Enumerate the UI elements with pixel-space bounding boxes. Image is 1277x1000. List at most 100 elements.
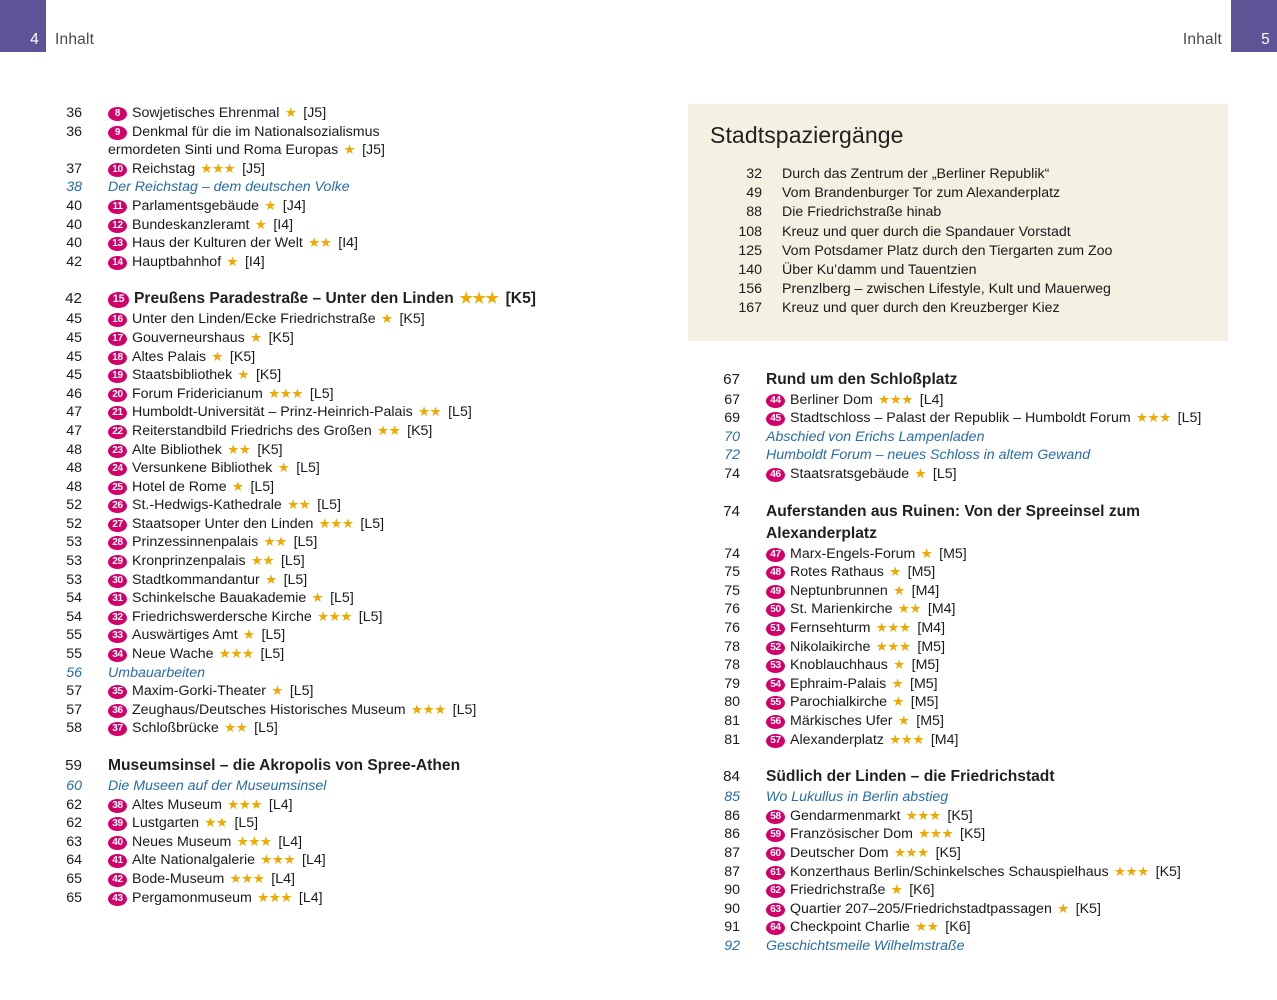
walk-title: Kreuz und quer durch die Spandauer Vorst… (782, 223, 1071, 240)
toc-entry-row[interactable]: 79 54 Ephraim-Palais ★ [M5] (688, 675, 1248, 694)
toc-entry-row[interactable]: 54 31 Schinkelsche Bauakademie ★ [L5] (30, 589, 630, 608)
toc-entry-text: 48 Rotes Rathaus ★ [M5] (740, 563, 1248, 582)
toc-entry-row[interactable]: 53 29 Kronprinzenpalais ★★ [L5] (30, 552, 630, 571)
toc-entry-title: Kronprinzenpalais (132, 553, 246, 570)
toc-entry-text: 20 Forum Fridericianum ★★★ [L5] (82, 385, 630, 404)
toc-entry-row[interactable]: 53 30 Stadtkommandantur ★ [L5] (30, 571, 630, 590)
toc-article-row[interactable]: 72 Humboldt Forum – neues Schloss in alte… (688, 446, 1248, 465)
map-grid-reference: [K5] (252, 367, 282, 384)
toc-entry-row[interactable]: 45 17 Gouverneurshaus ★ [K5] (30, 329, 630, 348)
toc-section-row[interactable]: 42 15 Preußens Paradestraße – Unter den Li… (30, 288, 630, 310)
toc-entry-row[interactable]: 86 58 Gendarmenmarkt ★★★ [K5] (688, 807, 1248, 826)
toc-entry-row[interactable]: 62 39 Lustgarten ★★ [L5] (30, 814, 630, 833)
walk-title: Kreuz und quer durch den Kreuzberger Kie… (782, 300, 1060, 317)
toc-entry-row[interactable]: 57 36 Zeughaus/Deutsches Historisches Muse… (30, 701, 630, 720)
toc-entry-row[interactable]: 69 45 Stadtschloss – Palast der Republik –… (688, 409, 1248, 428)
toc-entry-text: 52 Nikolaikirche ★★★ [M5] (740, 638, 1248, 657)
walk-page-number: 125 (738, 242, 762, 259)
toc-article-row[interactable]: 70 Abschied von Erichs Lampenladen (688, 428, 1248, 447)
toc-entry-row[interactable]: 52 27 Staatsoper Unter den Linden ★★★ [L5] (30, 515, 630, 534)
toc-page-number: 87 (724, 863, 740, 880)
toc-entry-row[interactable]: 86 59 Französischer Dom ★★★ [K5] (688, 825, 1248, 844)
toc-entry-row[interactable]: 87 61 Konzerthaus Berlin/Schinkelsches Sch… (688, 863, 1248, 882)
toc-entry-row[interactable]: 40 13 Haus der Kulturen der Welt ★★ [I4] (30, 234, 630, 253)
toc-entry-row[interactable]: 75 49 Neptunbrunnen ★ [M4] (688, 582, 1248, 601)
sight-number-badge: 63 (766, 902, 785, 917)
toc-entry-row[interactable]: 40 12 Bundeskanzleramt ★ [I4] (30, 216, 630, 235)
map-grid-reference: [J5] (299, 105, 327, 121)
toc-entry-row[interactable]: 54 32 Friedrichswerdersche Kirche ★★★ [L5] (30, 608, 630, 627)
toc-entry-row[interactable]: 58 37 Schloßbrücke ★★ [L5] (30, 719, 630, 738)
toc-article-row[interactable]: 85 Wo Lukullus in Berlin abstieg (688, 788, 1248, 807)
walk-row[interactable]: 88 Die Friedrichstraße hinab (688, 203, 1228, 222)
toc-entry-row[interactable]: 75 48 Rotes Rathaus ★ [M5] (688, 563, 1248, 582)
toc-entry-row[interactable]: 45 18 Altes Palais ★ [K5] (30, 348, 630, 367)
rating-stars-icon: ★★ (911, 919, 939, 935)
toc-entry-row[interactable]: 36 8 Sowjetisches Ehrenmal ★ [J5] (30, 104, 630, 123)
toc-entry-row[interactable]: 76 50 St. Marienkirche ★★ [M4] (688, 600, 1248, 619)
toc-entry-row[interactable]: 45 19 Staatsbibliothek ★ [K5] (30, 366, 630, 385)
toc-entry-text: 35 Maxim-Gorki-Theater ★ [L5] (82, 682, 630, 701)
walk-row[interactable]: 32 Durch das Zentrum der „Berliner Republ… (688, 165, 1228, 184)
toc-entry-row[interactable]: 74 47 Marx-Engels-Forum ★ [M5] (688, 545, 1248, 564)
toc-entry-row[interactable]: 90 62 Friedrichstraße ★ [K6] (688, 881, 1248, 900)
toc-entry-row[interactable]: 46 20 Forum Fridericianum ★★★ [L5] (30, 385, 630, 404)
toc-entry-row[interactable]: 74 46 Staatsratsgebäude ★ [L5] (688, 465, 1248, 484)
toc-entry-row[interactable]: 78 52 Nikolaikirche ★★★ [M5] (688, 638, 1248, 657)
toc-page-number: 42 (65, 290, 82, 308)
toc-section-row[interactable]: 59 Museumsinsel – die Akropolis von Spree… (30, 755, 630, 777)
toc-entry-row[interactable]: 47 22 Reiterstandbild Friedrichs des Große… (30, 422, 630, 441)
walk-row[interactable]: 49 Vom Brandenburger Tor zum Alexanderpla… (688, 184, 1228, 203)
toc-article-row[interactable]: 92 Geschichtsmeile Wilhelmstraße (688, 937, 1248, 956)
toc-article-row[interactable]: 56 Umbauarbeiten (30, 664, 630, 683)
toc-section-row[interactable]: 84 Südlich der Linden – die Friedrichstad… (688, 766, 1248, 788)
toc-section-row[interactable]: 74 Auferstanden aus Ruinen: Von der Spree… (688, 501, 1248, 545)
toc-entry-row[interactable]: 81 56 Märkisches Ufer ★ [M5] (688, 712, 1248, 731)
toc-entry-row[interactable]: 81 57 Alexanderplatz ★★★ [M4] (688, 731, 1248, 750)
toc-entry-row[interactable]: 47 21 Humboldt-Universität – Prinz-Heinric… (30, 403, 630, 422)
sight-number-badge: 37 (108, 722, 127, 737)
toc-entry-row[interactable]: 80 55 Parochialkirche ★ [M5] (688, 693, 1248, 712)
map-grid-reference: [L4] (298, 852, 326, 869)
walk-row[interactable]: 167 Kreuz und quer durch den Kreuzberger … (688, 299, 1228, 318)
toc-entry-row[interactable]: 48 24 Versunkene Bibliothek ★ [L5] (30, 459, 630, 478)
toc-entry-row[interactable]: 65 43 Pergamonmuseum ★★★ [L4] (30, 889, 630, 908)
toc-entry-row[interactable]: 65 42 Bode-Museum ★★★ [L4] (30, 870, 630, 889)
toc-entry-row[interactable]: 53 28 Prinzessinnenpalais ★★ [L5] (30, 533, 630, 552)
walk-page-number: 49 (746, 185, 762, 202)
toc-entry-row[interactable]: 78 53 Knoblauchhaus ★ [M5] (688, 656, 1248, 675)
toc-entry-row[interactable]: 52 26 St.-Hedwigs-Kathedrale ★★ [L5] (30, 496, 630, 515)
toc-entry-row[interactable]: 42 14 Hauptbahnhof ★ [I4] (30, 253, 630, 272)
rating-stars-icon: ★ (308, 590, 324, 606)
walk-row[interactable]: 125 Vom Potsdamer Platz durch den Tiergar… (688, 242, 1228, 261)
toc-entry-row[interactable]: 37 10 Reichstag ★★★ [J5] (30, 160, 630, 179)
toc-entry-row[interactable]: 63 40 Neues Museum ★★★ [L4] (30, 833, 630, 852)
walk-row[interactable]: 108 Kreuz und quer durch die Spandauer Vo… (688, 223, 1228, 242)
toc-entry-row[interactable]: 91 64 Checkpoint Charlie ★★ [K6] (688, 918, 1248, 937)
toc-entry-row[interactable]: 67 44 Berliner Dom ★★★ [L4] (688, 391, 1248, 410)
toc-page-number: 36 (66, 123, 82, 140)
toc-entry-text: 50 St. Marienkirche ★★ [M4] (740, 600, 1248, 619)
page-number-left: 4 (30, 30, 39, 48)
toc-entry-row[interactable]: 76 51 Fernsehturm ★★★ [M4] (688, 619, 1248, 638)
toc-entry-row[interactable]: 55 34 Neue Wache ★★★ [L5] (30, 645, 630, 664)
toc-entry-title: Wo Lukullus in Berlin abstieg (766, 789, 949, 806)
toc-entry-row[interactable]: 36 9 Denkmal für die im Nationalsozialismu… (30, 123, 630, 142)
toc-entry-row[interactable]: 57 35 Maxim-Gorki-Theater ★ [L5] (30, 682, 630, 701)
toc-entry-row[interactable]: 40 11 Parlamentsgebäude ★ [J4] (30, 197, 630, 216)
toc-article-row[interactable]: 38 Der Reichstag – dem deutschen Volke (30, 178, 630, 197)
toc-entry-row[interactable]: 62 38 Altes Museum ★★★ [L4] (30, 796, 630, 815)
toc-section-row[interactable]: 67 Rund um den Schloßplatz (688, 369, 1248, 391)
toc-continuation-row[interactable]: ermordeten Sinti und Roma Europas ★ [J5] (30, 141, 630, 160)
toc-entry-row[interactable]: 87 60 Deutscher Dom ★★★ [K5] (688, 844, 1248, 863)
toc-entry-row[interactable]: 48 23 Alte Bibliothek ★★ [K5] (30, 441, 630, 460)
toc-entry-text: 42 Bode-Museum ★★★ [L4] (82, 870, 630, 889)
toc-entry-row[interactable]: 55 33 Auswärtiges Amt ★ [L5] (30, 626, 630, 645)
toc-entry-row[interactable]: 90 63 Quartier 207–205/Friedrichstadtpassa… (688, 900, 1248, 919)
toc-entry-row[interactable]: 45 16 Unter den Linden/Ecke Friedrichstraß… (30, 310, 630, 329)
walk-row[interactable]: 156 Prenzlberg – zwischen Lifestyle, Kult… (688, 280, 1228, 299)
walk-row[interactable]: 140 Über Ku’damm und Tauentzien (688, 261, 1228, 280)
toc-entry-row[interactable]: 64 41 Alte Nationalgalerie ★★★ [L4] (30, 851, 630, 870)
toc-entry-row[interactable]: 48 25 Hotel de Rome ★ [L5] (30, 478, 630, 497)
toc-article-row[interactable]: 60 Die Museen auf der Museumsinsel (30, 777, 630, 796)
